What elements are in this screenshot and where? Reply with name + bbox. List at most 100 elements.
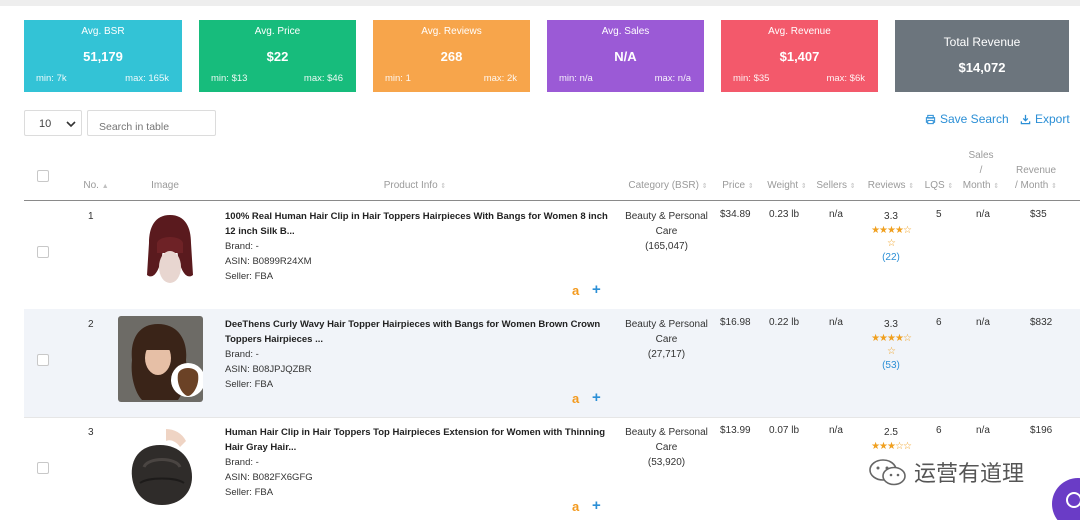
sellers: n/a (829, 209, 843, 220)
col-reviews-label: Reviews (867, 180, 906, 191)
col-header-no[interactable]: No. ▲ (76, 178, 116, 194)
price: $34.89 (720, 209, 751, 220)
avg-price-card: Avg. Price $22 min: $13 max: $46 (199, 20, 356, 92)
save-search-label: Save Search (940, 112, 1009, 126)
product-title-line1[interactable]: Human Hair Clip in Hair Toppers Top Hair… (225, 427, 606, 438)
star-rating-icon: ★★★★☆ (871, 225, 912, 236)
table-row: 2 DeeThens Curly Wavy Hair Topper Hairpi… (24, 309, 1080, 417)
col-sales-label-line1: Sales (968, 150, 994, 161)
amazon-icon[interactable]: a (572, 391, 580, 406)
col-header-sellers[interactable]: Sellers ⇕ (813, 178, 859, 194)
revenue-month: $832 (1030, 317, 1053, 328)
sort-asc-icon: ▲ (101, 183, 109, 190)
card-value: $14,072 (958, 60, 1006, 75)
product-image[interactable] (122, 427, 204, 509)
review-count[interactable]: (53) (882, 360, 900, 371)
sort-icon: ⇕ (440, 183, 447, 190)
sellers: n/a (829, 317, 843, 328)
watermark-text: 运营有道理 (914, 461, 1025, 486)
category-bsr: Beauty & Personal Care (53,920) (619, 425, 714, 470)
sales-month: n/a (976, 317, 990, 328)
star-outline-icon: ☆ (887, 238, 896, 249)
plus-icon[interactable]: + (592, 497, 601, 514)
category-line1: Beauty & Personal (625, 211, 708, 222)
total-revenue-card: Total Revenue $14,072 (895, 20, 1069, 92)
category-bsr: Beauty & Personal Care (27,717) (619, 317, 714, 362)
plus-icon[interactable]: + (592, 389, 601, 406)
page-size-select[interactable]: 10 (24, 110, 82, 136)
product-title-line2[interactable]: 12 inch Silk B... (225, 226, 295, 237)
card-title: Total Revenue (943, 35, 1021, 49)
product-asin: ASIN: B0899R24XM (225, 256, 312, 267)
product-title-line1[interactable]: 100% Real Human Hair Clip in Hair Topper… (225, 211, 608, 222)
chat-icon (1066, 492, 1080, 508)
card-min: min: $35 (733, 73, 770, 84)
table-row: 1 100% Real Human Hair Clip in Hair Topp… (24, 201, 1080, 309)
price: $16.98 (720, 317, 751, 328)
col-header-lqs[interactable]: LQS ⇕ (924, 178, 954, 194)
category-line2: Care (655, 442, 678, 453)
sort-icon: ⇕ (908, 183, 915, 190)
col-revenue-label-line1: Revenue (1015, 165, 1057, 176)
sales-month: n/a (976, 425, 990, 436)
amazon-icon[interactable]: a (572, 283, 580, 298)
row-checkbox[interactable] (37, 462, 49, 474)
lqs: 6 (936, 425, 942, 436)
weight: 0.22 lb (769, 317, 800, 328)
plus-icon[interactable]: + (592, 281, 601, 298)
search-input[interactable] (87, 110, 216, 136)
col-lqs-label: LQS (924, 180, 945, 191)
row-divider (24, 417, 1080, 418)
revenue-month: $35 (1030, 209, 1047, 220)
product-title-line2[interactable]: Toppers Hairpieces ... (225, 334, 324, 345)
table-row: 3 Human Hair Clip in Hair Toppers Top Ha… (24, 417, 1080, 520)
save-search-button[interactable]: Save Search (925, 112, 1009, 126)
col-header-reviews[interactable]: Reviews ⇕ (865, 178, 917, 194)
product-info: 100% Real Human Hair Clip in Hair Topper… (225, 209, 615, 284)
download-icon (1020, 114, 1031, 124)
col-header-category[interactable]: Category (BSR) ⇕ (623, 178, 713, 194)
review-count[interactable]: (22) (882, 252, 900, 263)
card-title: Avg. Sales (601, 26, 650, 37)
star-outline-icon: ☆ (887, 346, 896, 357)
row-checkbox[interactable] (37, 354, 49, 366)
sort-icon: ⇕ (849, 183, 856, 190)
product-image[interactable] (118, 316, 203, 402)
sort-icon: ⇕ (800, 183, 807, 190)
amazon-icon[interactable]: a (572, 499, 580, 514)
product-title-line2[interactable]: Hair Gray Hair... (225, 442, 297, 453)
weight: 0.23 lb (769, 209, 800, 220)
card-max: max: 165k (125, 73, 169, 84)
bsr-value: (27,717) (647, 349, 686, 360)
col-no-label: No. (83, 180, 99, 191)
chevron-down-icon (66, 121, 76, 128)
product-seller: Seller: FBA (225, 379, 274, 390)
category-line2: Care (655, 226, 678, 237)
card-max: max: n/a (654, 73, 691, 84)
category-line1: Beauty & Personal (625, 319, 708, 330)
export-label: Export (1035, 112, 1070, 126)
row-checkbox[interactable] (37, 246, 49, 258)
col-header-weight[interactable]: Weight ⇕ (763, 178, 811, 194)
revenue-month: $196 (1030, 425, 1053, 436)
reviews: 2.5 ★★★☆☆ (868, 425, 914, 453)
col-weight-label: Weight (767, 180, 799, 191)
col-header-price[interactable]: Price ⇕ (716, 178, 760, 194)
col-header-product-info[interactable]: Product Info ⇕ (360, 178, 470, 194)
col-category-label: Category (BSR) (628, 180, 699, 191)
sellers: n/a (829, 425, 843, 436)
product-seller: Seller: FBA (225, 487, 274, 498)
watermark: 运营有道理 (868, 456, 1024, 488)
product-info: Human Hair Clip in Hair Toppers Top Hair… (225, 425, 615, 500)
product-brand: Brand: - (225, 457, 259, 468)
export-button[interactable]: Export (1020, 112, 1070, 126)
card-title: Avg. BSR (81, 26, 125, 37)
star-rating-icon: ★★★☆☆ (871, 441, 912, 452)
col-header-revenue-month[interactable]: Revenue / Month ⇕ (1012, 163, 1060, 194)
product-image[interactable] (137, 209, 203, 295)
select-all-checkbox[interactable] (37, 170, 49, 182)
col-header-sales-month[interactable]: Sales / Month ⇕ (958, 148, 1004, 194)
bsr-value: (53,920) (647, 457, 686, 468)
product-title-line1[interactable]: DeeThens Curly Wavy Hair Topper Hairpiec… (225, 319, 601, 330)
col-sales-label-line2: / (979, 165, 983, 176)
